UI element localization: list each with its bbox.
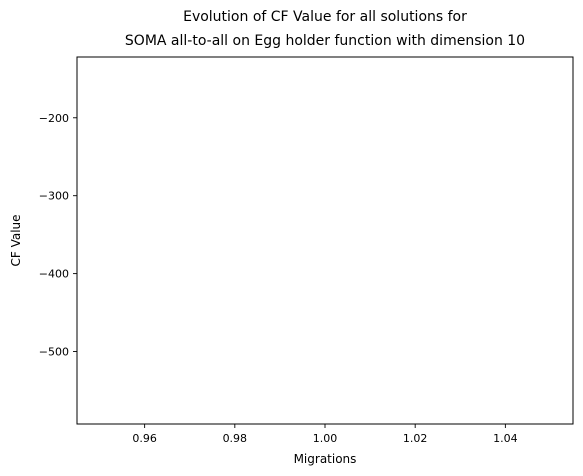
chart-title-line-1: Evolution of CF Value for all solutions … bbox=[183, 9, 467, 25]
y-axis-ticks: −200 −300 −400 −500 bbox=[39, 112, 77, 359]
x-axis-ticks: 0.96 0.98 1.00 1.02 1.04 bbox=[132, 424, 518, 445]
plot-area bbox=[76, 56, 574, 425]
x-tick-label: 0.96 bbox=[132, 432, 157, 445]
x-tick-label: 1.00 bbox=[313, 432, 338, 445]
y-axis-label: CF Value bbox=[9, 214, 23, 266]
y-tick-label: −500 bbox=[39, 346, 69, 359]
x-tick-label: 0.98 bbox=[223, 432, 248, 445]
x-tick-label: 1.02 bbox=[403, 432, 428, 445]
chart-title-line-2: SOMA all-to-all on Egg holder function w… bbox=[125, 33, 525, 49]
y-tick-label: −400 bbox=[39, 268, 69, 281]
y-tick-label: −300 bbox=[39, 190, 69, 203]
x-axis-label: Migrations bbox=[294, 452, 357, 466]
y-tick-label: −200 bbox=[39, 112, 69, 125]
x-tick-label: 1.04 bbox=[493, 432, 518, 445]
